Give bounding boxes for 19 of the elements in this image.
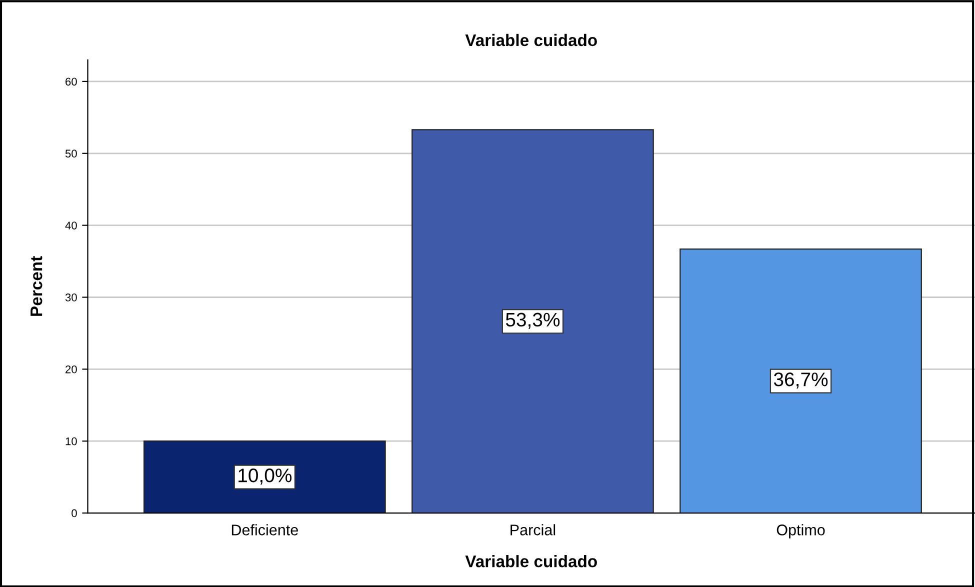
y-tick-label: 50: [65, 150, 77, 158]
x-tick-label: Optimo: [776, 524, 825, 538]
y-tick-label: 60: [66, 78, 77, 86]
data-label: 36,7%: [774, 372, 828, 389]
x-axis-title: Variable cuidado: [465, 555, 597, 568]
y-tick-label: 20: [66, 365, 77, 374]
y-tick-label: 10: [66, 437, 77, 446]
y-tick-label: 40: [65, 222, 77, 230]
y-axis-title: Percent: [30, 256, 42, 316]
y-tick-label: 0: [72, 509, 77, 518]
y-tick-label: 30: [65, 294, 77, 302]
bar: [412, 129, 654, 514]
data-label: 10,0%: [238, 468, 292, 485]
x-tick-label: Parcial: [510, 524, 556, 536]
data-label: 53,3%: [506, 312, 560, 329]
chart-title: Variable cuidado: [465, 34, 597, 46]
bar: [143, 440, 386, 514]
bar: [680, 248, 922, 514]
x-tick-label: Deficiente: [232, 524, 298, 536]
